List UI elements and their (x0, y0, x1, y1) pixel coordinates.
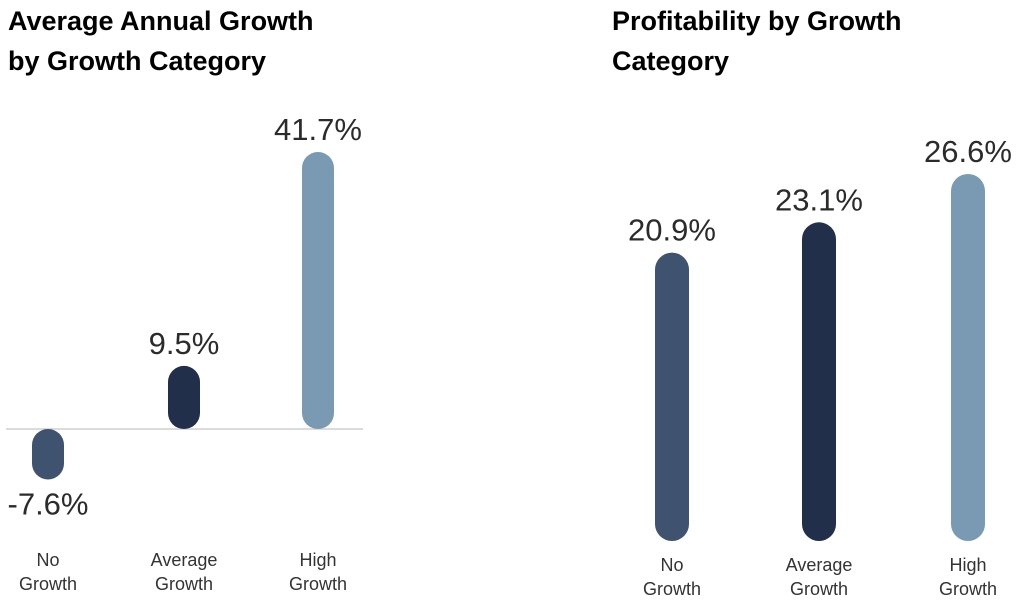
profitability-category-label-average-growth-2: Growth (790, 579, 848, 599)
growth-chart-title-line-2: by Growth Category (8, 46, 266, 76)
profitability-chart-title-line-1: Profitability by Growth (612, 6, 902, 36)
profitability-category-label-no-growth-1: No (660, 555, 683, 575)
profitability-category-label-high-growth-1: High (949, 555, 986, 575)
growth-bar-average-growth (168, 365, 200, 429)
profitability-bar-average-growth (802, 222, 836, 541)
growth-category-label-high-growth-2: Growth (289, 574, 347, 594)
profitability-value-label-average-growth: 23.1% (775, 182, 863, 217)
growth-category-label-no-growth-2: Growth (19, 574, 77, 594)
profitability-chart-title-line-2: Category (612, 46, 729, 76)
profitability-chart: Profitability by Growth Category 20.9% No… (612, 6, 1012, 599)
growth-value-label-no-growth: -7.6% (8, 486, 89, 521)
growth-value-label-average-growth: 9.5% (149, 326, 220, 361)
growth-chart-title-line-1: Average Annual Growth (8, 6, 314, 36)
profitability-category-label-average-growth-1: Average (786, 555, 853, 575)
growth-category-label-no-growth-1: No (36, 550, 59, 570)
growth-category-label-high-growth-1: High (299, 550, 336, 570)
growth-bar-no-growth (32, 429, 64, 480)
growth-bar-high-growth (302, 152, 334, 429)
profitability-category-label-no-growth-2: Growth (643, 579, 701, 599)
growth-chart: Average Annual Growth by Growth Category… (6, 6, 363, 594)
profitability-bar-high-growth (951, 174, 985, 541)
growth-category-label-average-growth-1: Average (151, 550, 218, 570)
profitability-value-label-no-growth: 20.9% (628, 213, 716, 248)
profitability-bar-no-growth (655, 252, 689, 541)
growth-category-label-average-growth-2: Growth (155, 574, 213, 594)
profitability-value-label-high-growth: 26.6% (924, 134, 1012, 169)
growth-value-label-high-growth: 41.7% (274, 112, 362, 147)
profitability-category-label-high-growth-2: Growth (939, 579, 997, 599)
